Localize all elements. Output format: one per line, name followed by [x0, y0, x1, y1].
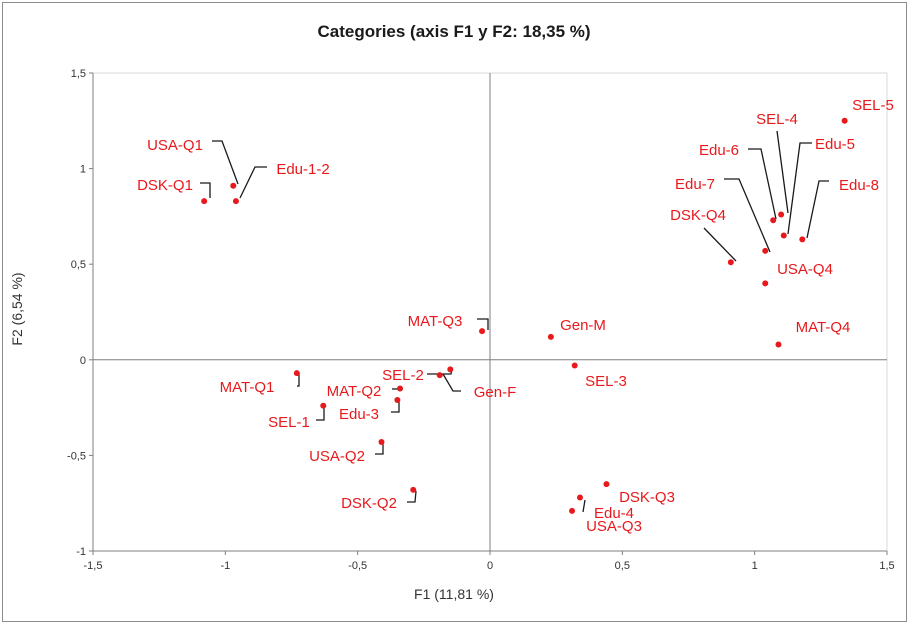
label-sel-1: SEL-1 [268, 414, 310, 431]
point-edu-1-2 [232, 198, 239, 205]
label-gen-m: Gen-M [560, 317, 606, 334]
leader-line-edu-7 [724, 178, 771, 253]
label-sel-2: SEL-2 [382, 367, 424, 384]
point-mat-q3 [479, 328, 486, 335]
x-tick-label: -0,5 [348, 560, 367, 572]
leader-line-sel-1 [316, 408, 325, 421]
point-gen-f [436, 372, 443, 379]
point-usa-q4 [762, 280, 769, 287]
y-tick-label: 1,5 [71, 68, 86, 80]
point-edu-7 [762, 247, 769, 254]
leader-line-gen-f [442, 373, 461, 392]
x-tick-label: -1 [220, 560, 230, 572]
leader-line-mat-q1 [297, 373, 300, 387]
point-edu-5 [780, 232, 787, 239]
label-usa-q1: USA-Q1 [147, 137, 203, 154]
x-tick-label: -1,5 [84, 560, 103, 572]
scatter-chart: Categories (axis F1 y F2: 18,35 %) F1 (1… [9, 22, 895, 602]
label-usa-q3: USA-Q3 [586, 518, 642, 535]
label-edu-3: Edu-3 [339, 406, 379, 423]
label-sel-5: SEL-5 [852, 97, 894, 114]
point-dsk-q2 [410, 486, 417, 493]
point-usa-q2 [378, 439, 385, 446]
y-tick-label: -0,5 [67, 450, 86, 462]
label-usa-q4: USA-Q4 [777, 261, 833, 278]
point-mat-q2 [397, 385, 404, 392]
y-tick-label: -1 [76, 546, 86, 558]
label-edu-7: Edu-7 [675, 176, 715, 193]
point-edu-3 [394, 396, 401, 403]
label-usa-q2: USA-Q2 [309, 448, 365, 465]
leader-line-dsk-q1 [200, 182, 211, 198]
label-gen-f: Gen-F [474, 384, 517, 401]
label-edu-5: Edu-5 [815, 136, 855, 153]
y-tick-label: 0,5 [71, 259, 86, 271]
label-mat-q1: MAT-Q1 [220, 379, 275, 396]
x-axis-title: F1 (11,81 %) [414, 586, 494, 602]
point-sel-1 [320, 402, 327, 409]
x-tick-label: 1,5 [879, 560, 894, 572]
leader-line-dsk-q2 [407, 490, 417, 503]
leader-line-edu-1-2 [239, 166, 267, 199]
chart-title: Categories (axis F1 y F2: 18,35 %) [317, 22, 590, 41]
label-mat-q3: MAT-Q3 [408, 313, 463, 330]
x-tick-label: 0 [487, 560, 493, 572]
label-edu-8: Edu-8 [839, 177, 879, 194]
leader-line-sel-4 [776, 130, 789, 214]
label-edu-4: Edu-4 [594, 505, 634, 522]
label-mat-q2: MAT-Q2 [327, 383, 382, 400]
label-sel-4: SEL-4 [756, 111, 798, 128]
point-usa-q3 [569, 507, 576, 514]
point-usa-q1 [230, 182, 237, 189]
point-sel-2 [447, 366, 454, 373]
leader-line-edu-5 [787, 142, 812, 235]
label-sel-3: SEL-3 [585, 373, 627, 390]
point-edu-8 [799, 236, 806, 243]
label-mat-q4: MAT-Q4 [796, 319, 851, 336]
y-tick-label: 0 [80, 355, 86, 367]
leader-line-edu-8 [806, 180, 829, 239]
leader-line-edu-6 [748, 148, 777, 220]
label-edu-6: Edu-6 [699, 142, 739, 159]
leader-line-usa-q1 [212, 140, 239, 185]
label-dsk-q1: DSK-Q1 [137, 177, 193, 194]
point-mat-q4 [775, 341, 782, 348]
point-sel-3 [571, 362, 578, 369]
y-tick-label: 1 [80, 164, 86, 176]
point-dsk-q4 [727, 259, 734, 266]
x-tick-label: 1 [752, 560, 758, 572]
point-sel-5 [841, 117, 848, 124]
label-edu-1-2: Edu-1-2 [276, 161, 329, 178]
point-edu-4 [576, 494, 583, 501]
point-sel-4 [778, 211, 785, 218]
leader-line-usa-q2 [375, 443, 384, 455]
label-dsk-q4: DSK-Q4 [670, 207, 726, 224]
point-dsk-q3 [603, 481, 610, 488]
point-mat-q1 [293, 370, 300, 377]
x-tick-label: 0,5 [615, 560, 630, 572]
point-edu-6 [770, 217, 777, 224]
point-gen-m [547, 333, 554, 340]
label-dsk-q3: DSK-Q3 [619, 489, 675, 506]
label-dsk-q2: DSK-Q2 [341, 495, 397, 512]
leader-line-edu-4 [582, 499, 586, 513]
point-dsk-q1 [201, 198, 208, 205]
y-axis-title: F2 (6,54 %) [9, 272, 25, 345]
leader-line-mat-q3 [477, 318, 489, 330]
leader-line-edu-3 [391, 401, 400, 413]
leader-line-dsk-q4 [703, 227, 737, 262]
